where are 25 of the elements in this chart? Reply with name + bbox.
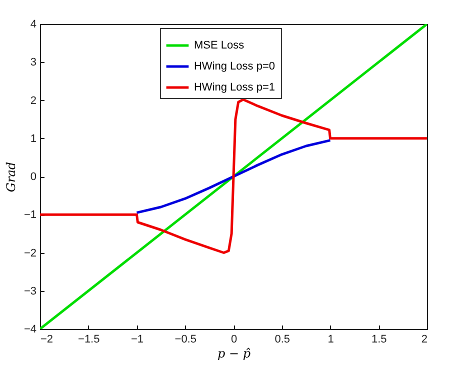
line-series (40, 98, 427, 254)
x-tick-label: −1.5 (78, 334, 100, 346)
x-tick-label: −2 (40, 334, 54, 346)
x-tick-label: −0.5 (174, 334, 196, 346)
x-tick-label: 0 (230, 334, 238, 346)
x-tick-label: 2 (421, 334, 428, 346)
y-tick-label: −1 (24, 209, 36, 222)
y-tick-label: 1 (30, 132, 36, 145)
y-tick-label: 3 (30, 56, 36, 69)
x-tick-label: 0.5 (274, 334, 290, 346)
x-tick-label: −1 (130, 334, 144, 346)
y-tick-label: 4 (30, 18, 36, 30)
x-tick-label: 1.5 (371, 334, 387, 346)
y-tick-label: −3 (24, 285, 36, 298)
legend-label: MSE Loss (194, 40, 245, 52)
y-tick-label: 2 (30, 94, 36, 107)
legend-label: HWing Loss p=1 (194, 82, 275, 94)
y-axis-title: Grad (4, 162, 18, 192)
x-tick-label: 1 (328, 334, 334, 346)
y-tick-label: −2 (24, 247, 36, 260)
legend-label: HWing Loss p=0 (194, 60, 275, 72)
line-series (136, 139, 332, 214)
x-axis-title: p − p̂ (217, 346, 251, 360)
y-tick-label: −4 (24, 324, 36, 336)
y-tick-label: 0 (30, 171, 36, 183)
